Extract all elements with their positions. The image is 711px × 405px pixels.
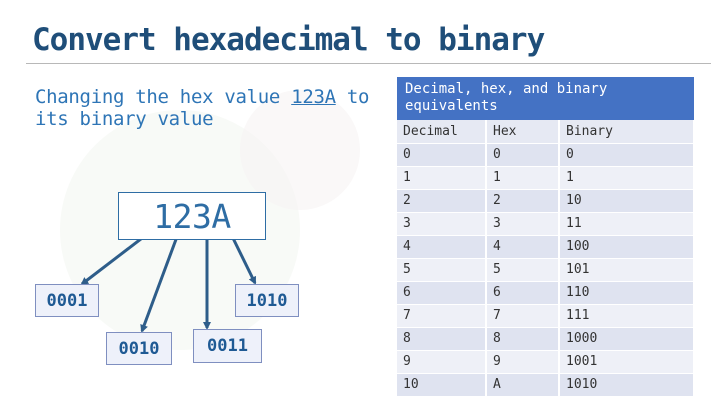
cell-hex: 8: [486, 327, 560, 351]
nibble-box: 0010: [106, 332, 172, 365]
cell-decimal: 7: [397, 304, 487, 328]
cell-hex: A: [486, 373, 560, 397]
cell-decimal: 1: [397, 166, 487, 190]
cell-hex: 7: [486, 304, 560, 328]
table-row: 8 8 1000: [397, 327, 695, 351]
column-header-binary: Binary: [559, 120, 695, 144]
nibble-box: 1010: [235, 284, 299, 317]
table-row: 6 6 110: [397, 281, 695, 305]
nibble-box: 0001: [35, 284, 99, 317]
cell-binary: 1010: [559, 373, 695, 397]
cell-binary: 111: [559, 304, 695, 328]
cell-hex: 4: [486, 235, 560, 259]
hex-value-link[interactable]: 123A: [291, 86, 336, 108]
cell-decimal: 9: [397, 350, 487, 374]
cell-decimal: 6: [397, 281, 487, 305]
table-caption: Decimal, hex, and binary equivalents: [397, 77, 694, 120]
table-header-row: Decimal Hex Binary: [397, 120, 695, 144]
arrow-to-nibble-4: [228, 231, 257, 285]
table-row: 5 5 101: [397, 258, 695, 282]
cell-hex: 9: [486, 350, 560, 374]
subtitle-suffix: to its binary value: [35, 86, 370, 130]
cell-hex: 6: [486, 281, 560, 305]
nibble-box: 0011: [193, 329, 262, 363]
cell-decimal: 3: [397, 212, 487, 236]
arrow-to-nibble-1: [80, 230, 151, 286]
cell-binary: 1001: [559, 350, 695, 374]
equivalents-table-panel: Decimal, hex, and binary equivalents Dec…: [397, 77, 695, 397]
table-row: 7 7 111: [397, 304, 695, 328]
cell-hex: 3: [486, 212, 560, 236]
page-title: Convert hexadecimal to binary: [32, 22, 545, 58]
cell-binary: 0: [559, 143, 695, 167]
table-body: 0 0 0 1 1 1 2 2 10 3 3 11 4 4 100 5 5 101 6 6 110 7 7 111 8 8 1000…: [397, 143, 695, 397]
column-header-decimal: Decimal: [397, 120, 487, 144]
table-row: 10 A 1010: [397, 373, 695, 397]
cell-decimal: 0: [397, 143, 487, 167]
column-header-hex: Hex: [486, 120, 560, 144]
cell-hex: 1: [486, 166, 560, 190]
equivalents-table: Decimal Hex Binary 0 0 0 1 1 1 2 2 10 3 3 11 4 4 100 5 5…: [397, 120, 695, 397]
cell-hex: 2: [486, 189, 560, 213]
arrow-to-nibble-2: [140, 233, 180, 333]
cell-decimal: 8: [397, 327, 487, 351]
cell-binary: 100: [559, 235, 695, 259]
table-row: 4 4 100: [397, 235, 695, 259]
cell-hex: 5: [486, 258, 560, 282]
title-divider: [26, 63, 711, 64]
cell-decimal: 5: [397, 258, 487, 282]
hex-value-box: 123A: [118, 192, 266, 240]
cell-hex: 0: [486, 143, 560, 167]
cell-binary: 1: [559, 166, 695, 190]
cell-binary: 10: [559, 189, 695, 213]
table-row: 2 2 10: [397, 189, 695, 213]
cell-binary: 110: [559, 281, 695, 305]
table-row: 3 3 11: [397, 212, 695, 236]
cell-binary: 101: [559, 258, 695, 282]
cell-binary: 1000: [559, 327, 695, 351]
cell-decimal: 10: [397, 373, 487, 397]
cell-binary: 11: [559, 212, 695, 236]
cell-decimal: 2: [397, 189, 487, 213]
subtitle: Changing the hex value 123A to its binar…: [35, 86, 390, 130]
table-row: 9 9 1001: [397, 350, 695, 374]
subtitle-prefix: Changing the hex value: [35, 86, 292, 108]
cell-decimal: 4: [397, 235, 487, 259]
